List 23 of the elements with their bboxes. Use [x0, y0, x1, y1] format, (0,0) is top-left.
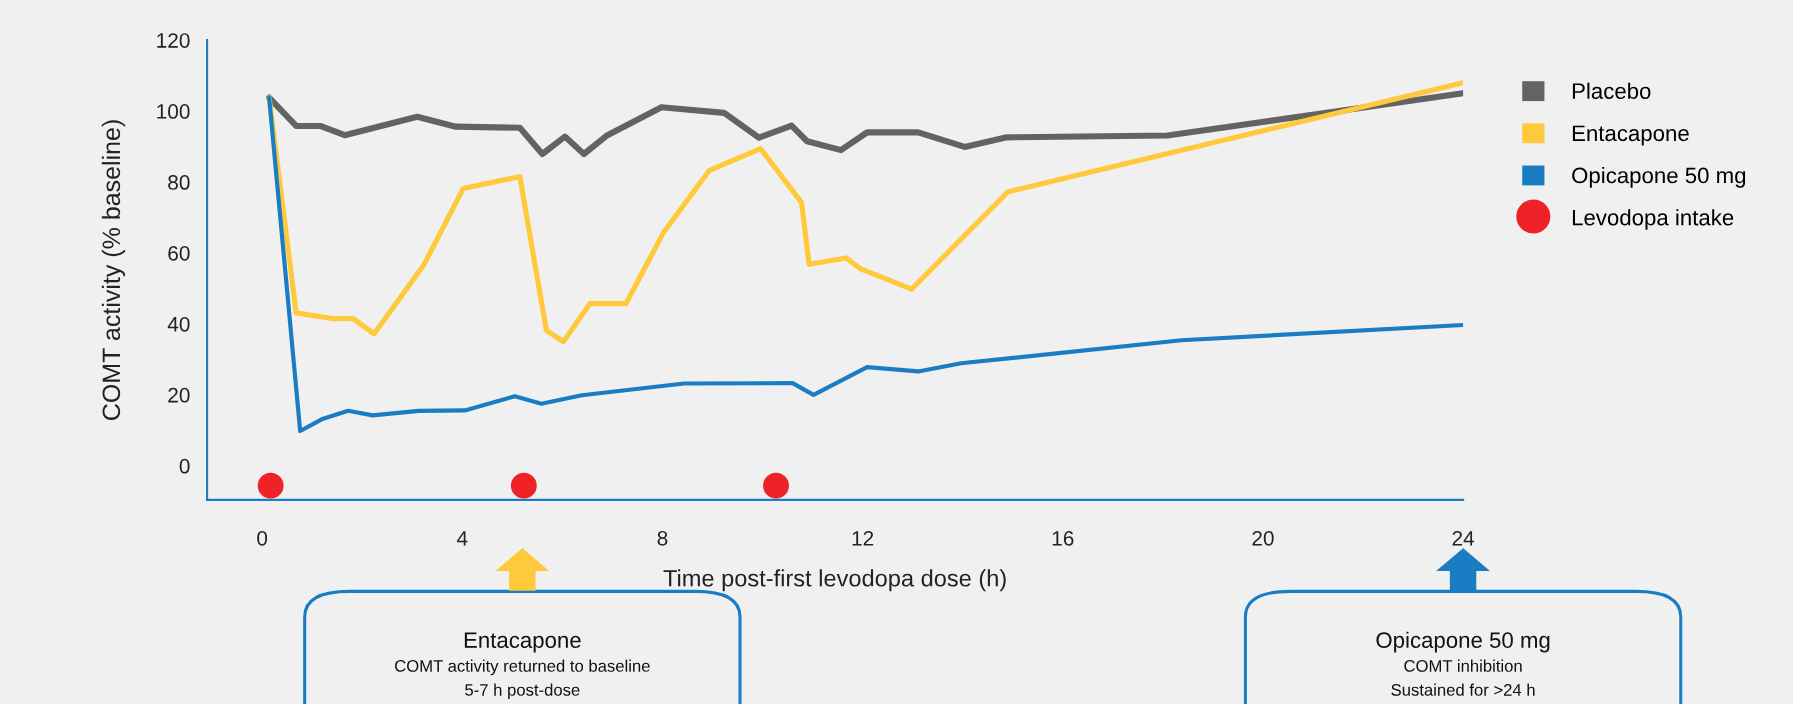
x-tick-label: 8: [657, 530, 668, 546]
legend-label: Placebo: [1572, 82, 1651, 99]
x-axis-title: Time post-first levodopa dose (h): [663, 569, 1006, 592]
x-tick-label: 4: [456, 531, 468, 546]
x-tick-label: 12: [852, 530, 874, 546]
legend-label: Entacapone: [1572, 125, 1689, 146]
x-tick-label: 24: [1452, 530, 1475, 546]
x-tick-label: 20: [1252, 530, 1274, 546]
y-tick-label: 0: [179, 458, 190, 474]
y-axis-title: COMT activity (% baseline): [101, 120, 126, 420]
y-tick-label: 120: [157, 33, 190, 48]
y-tick-label: 40: [167, 316, 190, 332]
y-tick-label: 20: [168, 387, 190, 403]
y-tick-label: 60: [168, 245, 190, 261]
x-tick-label: 16: [1052, 530, 1074, 546]
text: Opicapone 50 mg COMT inhibition Sustained for >24 h: [1376, 631, 1550, 696]
legend-label: Levodopa intake: [1572, 209, 1734, 230]
line-series: [267, 95, 1464, 434]
y-tick-label: 100: [157, 104, 190, 119]
x-tick-label: 0: [257, 530, 268, 546]
y-tick-label: 80: [168, 175, 190, 190]
text: Entacapone COMT activity returned to baseline 5-7 h post-dose: [395, 632, 650, 700]
legend-label: Opicapone 50 mg: [1572, 166, 1746, 188]
